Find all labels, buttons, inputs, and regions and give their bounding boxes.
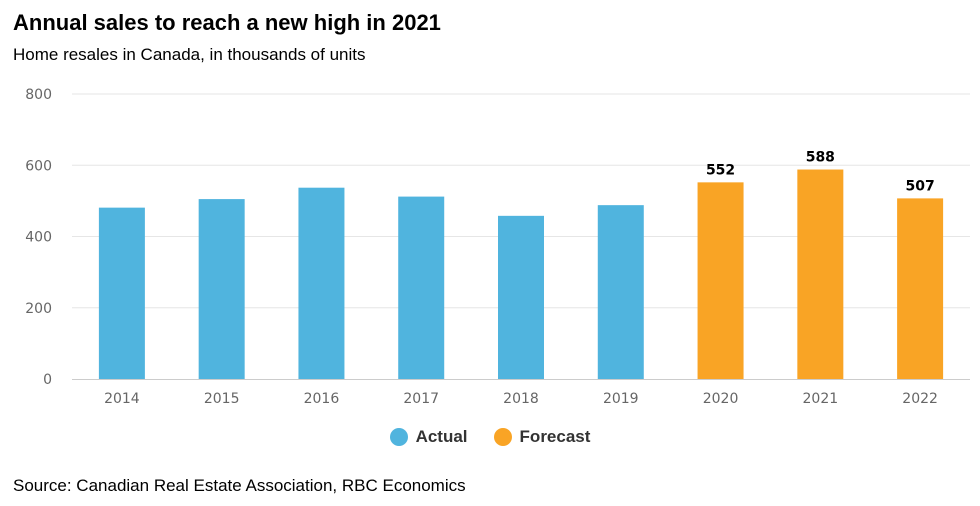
bar-2018 [498, 215, 544, 379]
bar-2020 [697, 182, 744, 379]
bar-2019 [597, 205, 644, 379]
x-tick-label-2014: 2014 [104, 391, 140, 407]
x-tick-label-2018: 2018 [503, 391, 539, 407]
y-tick-label-600: 600 [25, 158, 52, 174]
y-tick-label-0: 0 [43, 372, 52, 388]
legend-marker-actual [389, 428, 408, 446]
chart-subtitle: Home resales in Canada, in thousands of … [13, 45, 366, 64]
x-tick-label-2015: 2015 [204, 391, 240, 407]
chart-legend: Actual Forecast [0, 427, 980, 447]
bar-2022 [897, 198, 944, 379]
legend-marker-forecast [493, 428, 512, 446]
legend-label-actual: Actual [415, 427, 468, 446]
legend-item-actual[interactable]: Actual [389, 427, 468, 447]
x-tick-label-2020: 2020 [703, 391, 739, 407]
legend-item-forecast[interactable]: Forecast [493, 427, 591, 447]
chart-title: Annual sales to reach a new high in 2021 [13, 10, 441, 35]
bar-2014 [98, 207, 145, 379]
x-tick-label-2021: 2021 [803, 391, 839, 407]
y-tick-label-200: 200 [25, 301, 52, 317]
y-tick-label-800: 800 [25, 87, 52, 103]
y-tick-label-400: 400 [25, 230, 52, 246]
data-label-2022: 507 [905, 178, 934, 194]
bar-2017 [398, 196, 445, 379]
x-tick-label-2019: 2019 [603, 391, 639, 407]
x-tick-label-2017: 2017 [403, 391, 439, 407]
bar-2016 [298, 187, 345, 379]
x-tick-label-2022: 2022 [902, 391, 938, 407]
data-label-2020: 552 [706, 162, 735, 178]
bar-2021 [797, 169, 844, 379]
x-tick-label-2016: 2016 [304, 391, 340, 407]
bar-chart: 0 200 400 600 800 2014 2015 2016 2017 2018 2019 552… [25, 87, 970, 407]
source-note: Source: Canadian Real Estate Association… [13, 476, 466, 495]
data-label-2021: 588 [806, 150, 835, 166]
legend-label-forecast: Forecast [519, 427, 591, 446]
bar-2015 [198, 199, 245, 379]
